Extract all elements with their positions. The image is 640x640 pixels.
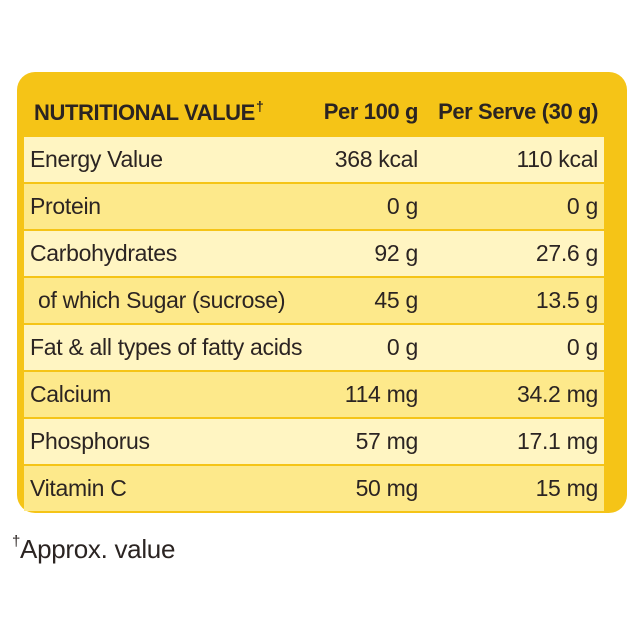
table-row: Energy Value 368 kcal 110 kcal bbox=[24, 137, 604, 182]
header-nutritional-value: NUTRITIONAL VALUE† bbox=[24, 98, 320, 126]
table-row: of which Sugar (sucrose) 45 g 13.5 g bbox=[24, 278, 604, 323]
row-name: Calcium bbox=[30, 381, 111, 407]
nutrition-table: NUTRITIONAL VALUE† Per 100 g Per Serve (… bbox=[24, 88, 604, 511]
row-per-100g: 92 g bbox=[374, 240, 418, 266]
footnote: †Approx. value bbox=[12, 533, 175, 565]
row-per-100g: 114 mg bbox=[344, 381, 419, 407]
row-name: Protein bbox=[30, 193, 101, 219]
row-per-serve: 27.6 g bbox=[535, 240, 598, 266]
row-per-100g: 0 g bbox=[386, 334, 418, 360]
row-per-100g: 57 mg bbox=[355, 428, 419, 454]
row-per-serve: 110 kcal bbox=[516, 146, 598, 172]
table-row: Fat & all types of fatty acids 0 g 0 g bbox=[24, 325, 604, 370]
footnote-text: Approx. value bbox=[20, 534, 176, 564]
header-per-serve: Per Serve (30 g) bbox=[438, 98, 598, 124]
table-row: Protein 0 g 0 g bbox=[24, 184, 604, 229]
header-per-100g: Per 100 g bbox=[323, 98, 419, 124]
footnote-dagger-mark: † bbox=[12, 533, 21, 550]
header-dagger-mark: † bbox=[255, 97, 264, 114]
row-name: Energy Value bbox=[30, 146, 163, 172]
table-row: Carbohydrates 92 g 27.6 g bbox=[24, 231, 604, 276]
table-header: NUTRITIONAL VALUE† Per 100 g Per Serve (… bbox=[24, 88, 604, 135]
header-nutritional-value-label: NUTRITIONAL VALUE bbox=[34, 99, 255, 125]
row-per-100g: 50 mg bbox=[355, 475, 419, 501]
row-per-serve: 17.1 mg bbox=[516, 428, 598, 454]
row-per-100g: 45 g bbox=[374, 287, 418, 313]
row-per-serve: 0 g bbox=[566, 193, 598, 219]
row-per-serve: 13.5 g bbox=[535, 287, 598, 313]
row-per-100g: 0 g bbox=[386, 193, 418, 219]
table-row: Phosphorus 57 mg 17.1 mg bbox=[24, 419, 604, 464]
row-name: Phosphorus bbox=[30, 428, 150, 454]
row-name: of which Sugar (sucrose) bbox=[38, 287, 286, 313]
row-per-100g: 368 kcal bbox=[334, 146, 419, 172]
row-per-serve: 15 mg bbox=[535, 475, 599, 501]
row-name: Fat & all types of fatty acids bbox=[30, 334, 303, 360]
table-row: Vitamin C 50 mg 15 mg bbox=[24, 466, 604, 511]
row-name: Carbohydrates bbox=[30, 240, 177, 266]
row-per-serve: 0 g bbox=[566, 334, 598, 360]
row-per-serve: 34.2 mg bbox=[516, 381, 598, 407]
table-row: Calcium 114 mg 34.2 mg bbox=[24, 372, 604, 417]
row-name: Vitamin C bbox=[30, 475, 127, 501]
